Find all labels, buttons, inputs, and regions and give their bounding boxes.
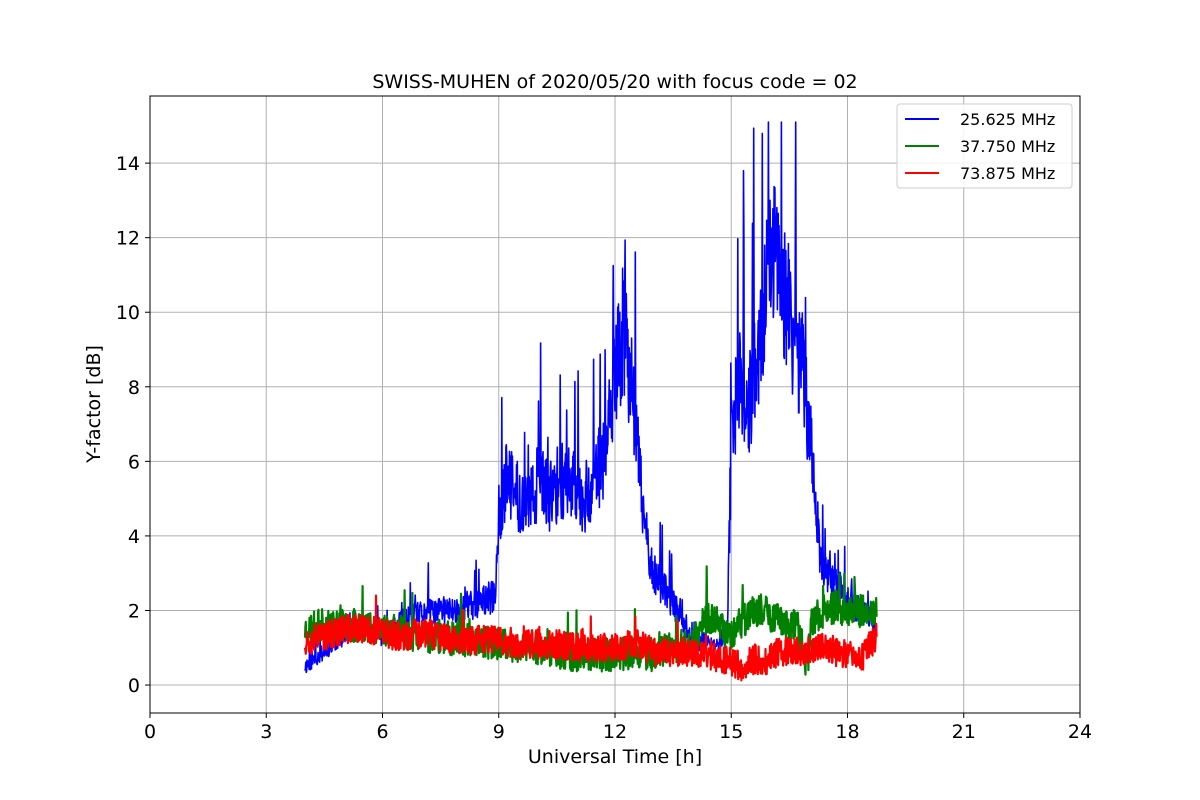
x-tick-label: 18 [835,721,859,743]
series-layer [303,121,878,682]
legend-label: 73.875 MHz [960,164,1055,183]
legend-box [896,103,1073,189]
y-tick-label: 10 [116,302,140,324]
x-axis-label: Universal Time [h] [528,746,702,768]
x-tick-label: 0 [144,721,156,743]
y-tick-label: 8 [128,377,140,399]
y-axis: 0 2 4 6 8 10 12 14 [116,153,150,697]
x-axis: 0 3 6 9 12 15 18 21 24 [144,713,1092,743]
chart-title: SWISS-MUHEN of 2020/05/20 with focus cod… [372,71,857,93]
x-tick-label: 21 [952,721,976,743]
legend-label: 25.625 MHz [960,110,1055,129]
x-tick-label: 9 [493,721,505,743]
y-tick-label: 4 [128,526,140,548]
y-tick-label: 2 [128,600,140,622]
y-tick-label: 14 [116,153,140,175]
y-axis-label: Y-factor [dB] [83,345,105,464]
legend: 25.625 MHz 37.750 MHz 73.875 MHz [896,103,1073,189]
x-tick-label: 3 [260,721,272,743]
x-tick-label: 24 [1068,721,1092,743]
legend-label: 37.750 MHz [960,137,1055,156]
y-tick-label: 0 [128,675,140,697]
series-line [303,594,878,682]
series-line [304,121,878,674]
x-tick-label: 15 [719,721,743,743]
y-tick-label: 12 [116,228,140,250]
y-tick-label: 6 [128,451,140,473]
x-tick-label: 6 [376,721,388,743]
x-tick-label: 12 [603,721,627,743]
